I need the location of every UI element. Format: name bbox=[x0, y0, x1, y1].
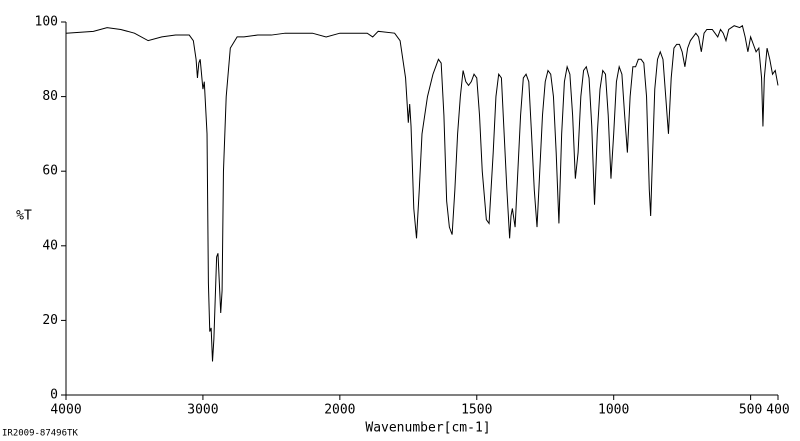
x-tick-label: 1000 bbox=[598, 403, 629, 418]
y-tick-label: 40 bbox=[42, 238, 58, 253]
x-tick-label: 1500 bbox=[461, 403, 492, 418]
x-tick-label: 500 bbox=[739, 403, 762, 418]
x-axis-label: Wavenumber[cm-1] bbox=[365, 421, 490, 436]
y-tick-label: 20 bbox=[42, 313, 58, 328]
x-tick-label: 4000 bbox=[50, 403, 81, 418]
y-tick-label: 0 bbox=[50, 388, 58, 403]
x-tick-label: 400 bbox=[766, 403, 789, 418]
x-tick-label: 3000 bbox=[187, 403, 218, 418]
spectrum-line bbox=[65, 24, 779, 362]
y-tick-label: 80 bbox=[42, 89, 58, 104]
y-axis-label: %T bbox=[16, 209, 32, 224]
x-tick-label: 2000 bbox=[324, 403, 355, 418]
footnote: IR2009-87496TK bbox=[2, 429, 78, 439]
y-tick-label: 60 bbox=[42, 164, 58, 179]
y-tick-label: 100 bbox=[35, 15, 58, 30]
